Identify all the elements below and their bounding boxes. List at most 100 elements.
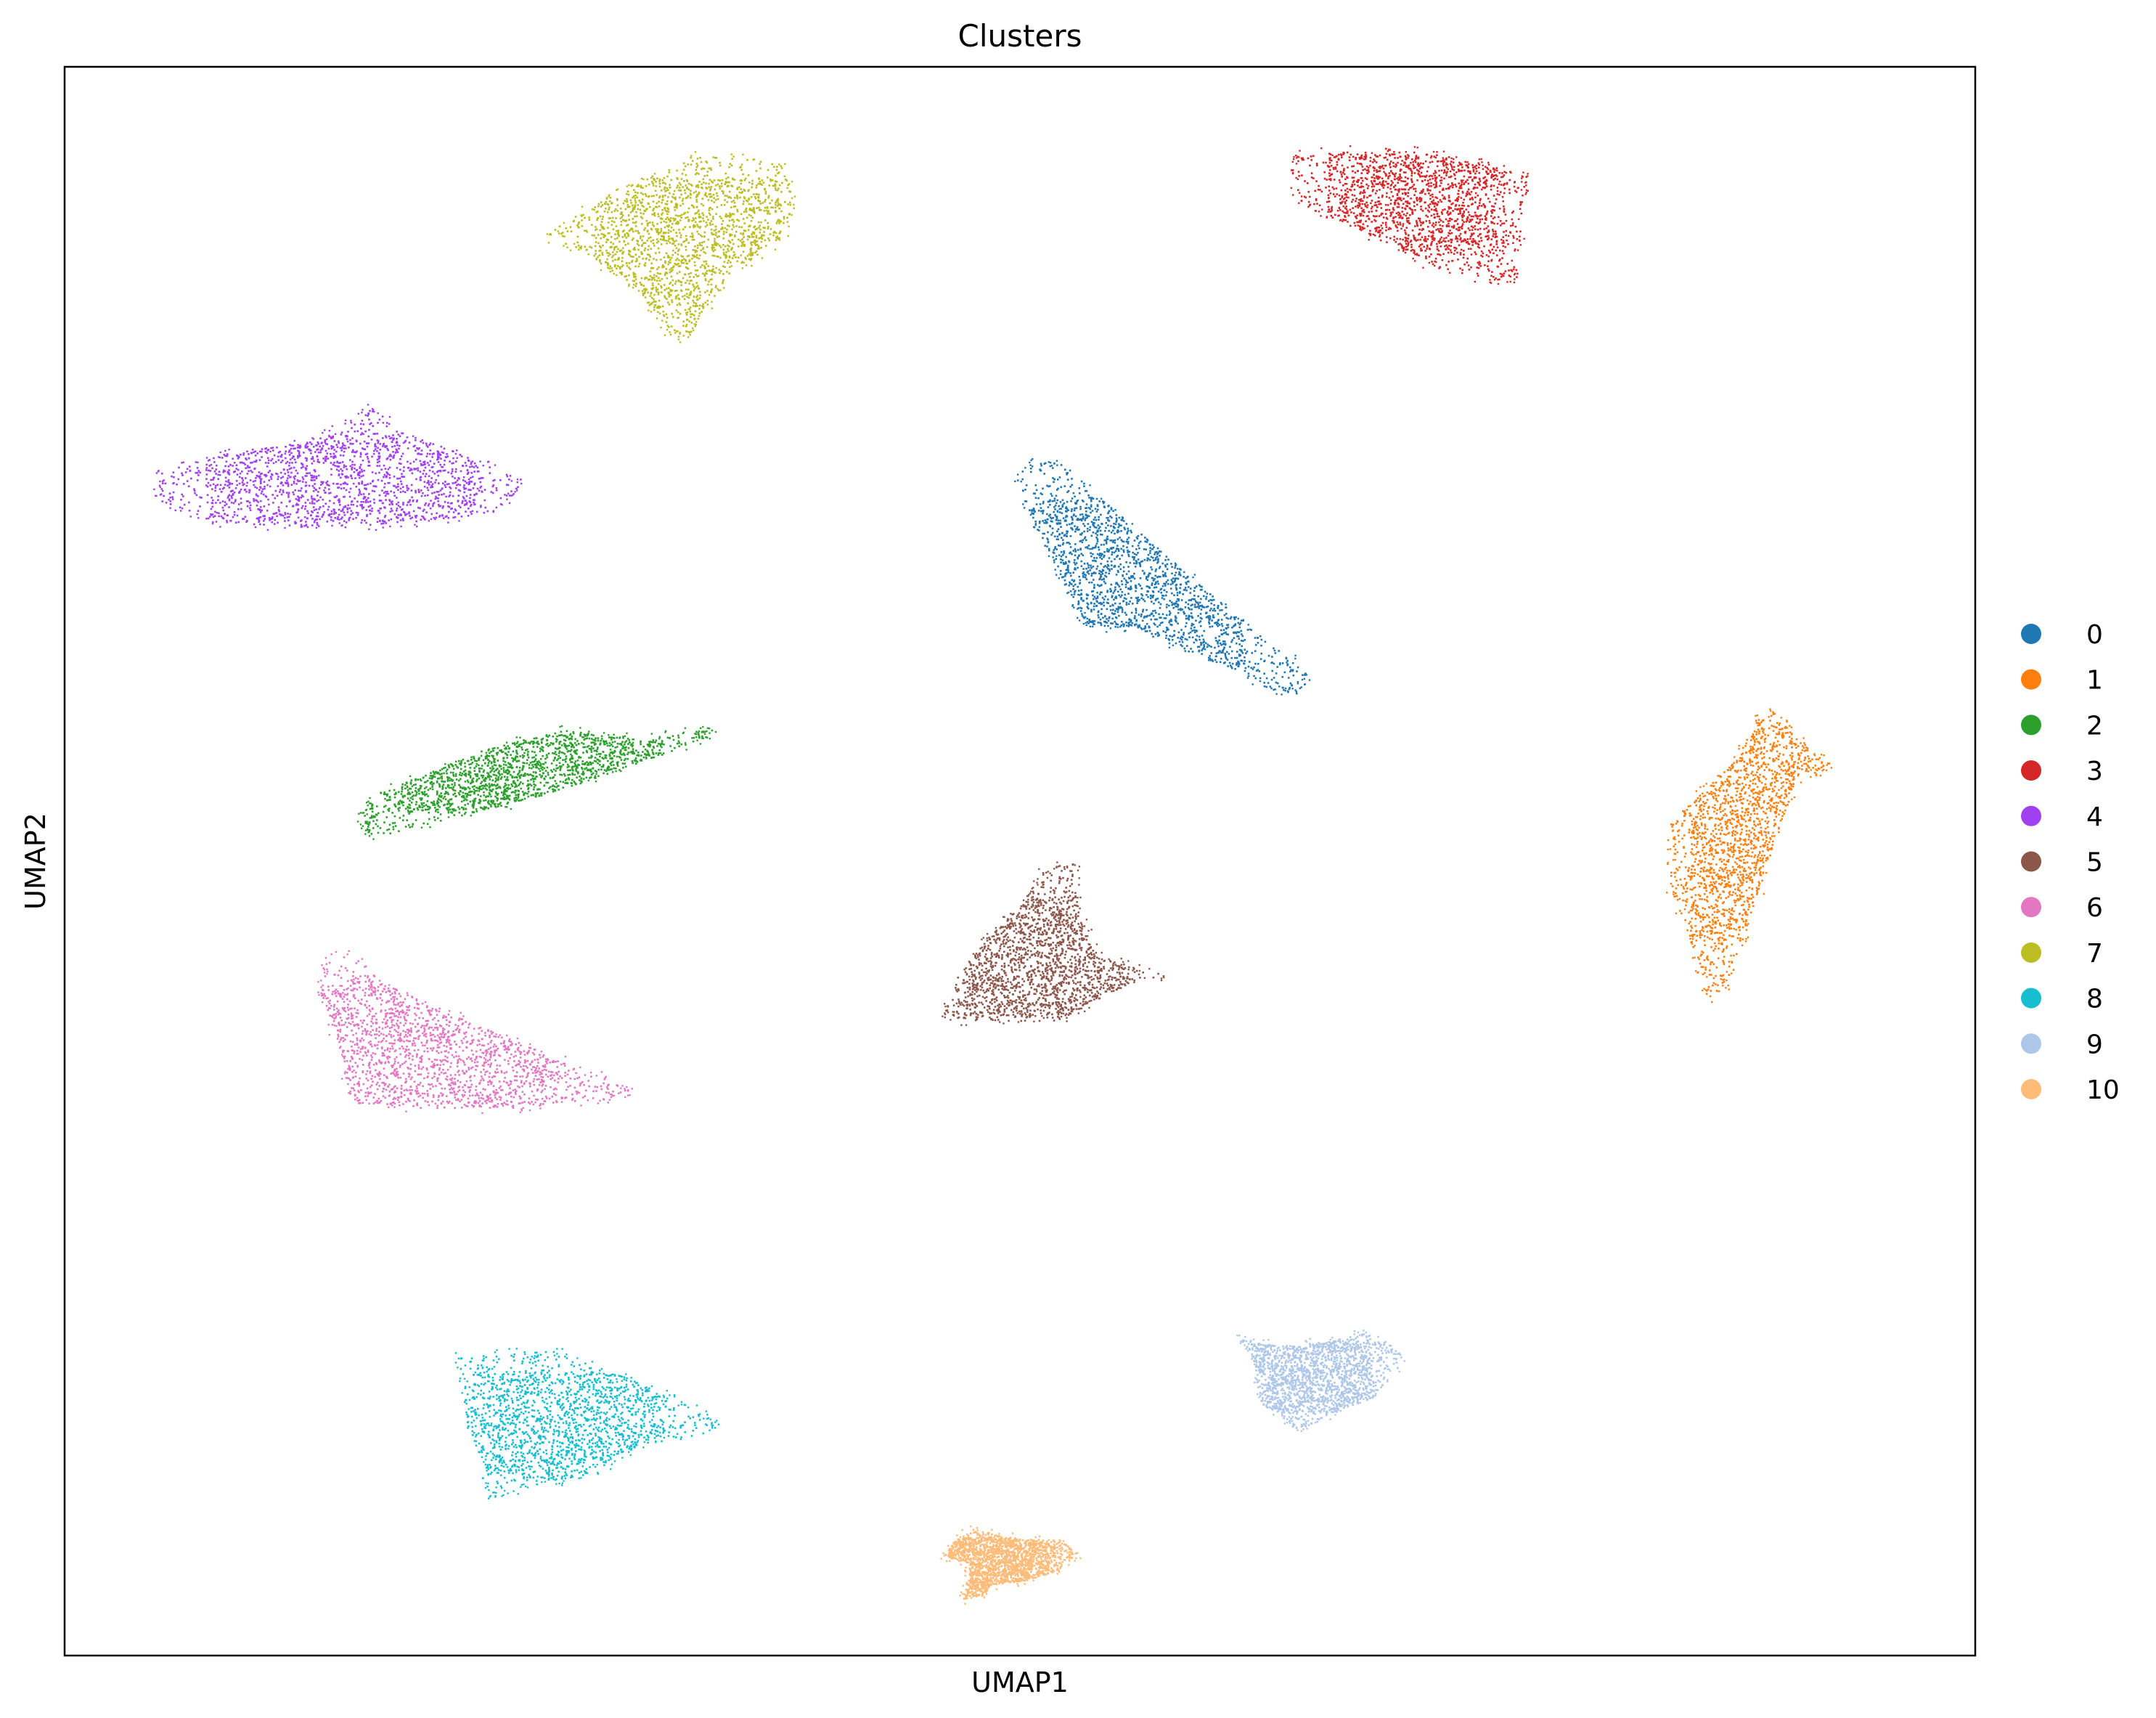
cluster-1-point	[1805, 746, 1808, 749]
cluster-2-point	[608, 753, 611, 756]
cluster-2-point	[480, 782, 482, 785]
cluster-2-point	[515, 752, 518, 754]
cluster-2-point	[515, 755, 518, 757]
cluster-1-point	[1726, 828, 1728, 830]
cluster-1-point	[1686, 900, 1688, 903]
cluster-0-point	[1175, 577, 1178, 579]
cluster-0-point	[1275, 693, 1278, 695]
cluster-0-point	[1231, 662, 1234, 665]
cluster-0-point	[1126, 624, 1128, 627]
cluster-2-point	[636, 760, 639, 763]
cluster-0-point	[1282, 687, 1284, 689]
cluster-1-point	[1784, 789, 1787, 791]
cluster-1-point	[1776, 805, 1778, 807]
cluster-2-point	[447, 807, 450, 809]
cluster-2-point	[506, 802, 509, 805]
cluster-0-point	[1238, 654, 1241, 656]
cluster-1-point	[1753, 756, 1756, 759]
cluster-2-point	[431, 786, 433, 788]
cluster-2-point	[411, 810, 413, 813]
cluster-0-point	[1257, 637, 1259, 639]
cluster-2-point	[586, 761, 588, 763]
cluster-0-point	[1191, 630, 1193, 632]
cluster-0-point	[1222, 640, 1225, 643]
cluster-2-point	[544, 775, 547, 778]
cluster-1-point	[1757, 802, 1760, 805]
cluster-1-point	[1727, 878, 1730, 880]
cluster-1-point	[1749, 813, 1752, 815]
cluster-2-point	[480, 795, 482, 797]
cluster-1-point	[1737, 866, 1739, 868]
cluster-0-point	[1044, 545, 1046, 547]
cluster-0-point	[1127, 553, 1130, 556]
cluster-2-point	[605, 754, 608, 757]
cluster-0-point	[1172, 607, 1175, 609]
cluster-1-point	[1708, 974, 1711, 976]
cluster-1-point	[1683, 878, 1686, 880]
cluster-0-point	[1191, 603, 1193, 606]
cluster-2-point	[478, 764, 480, 767]
cluster-2-point	[500, 776, 503, 778]
cluster-2-point	[499, 802, 502, 804]
cluster-1-point	[1726, 790, 1728, 793]
cluster-0-point	[1107, 517, 1109, 519]
cluster-0-point	[1063, 584, 1066, 586]
cluster-0-point	[1137, 552, 1139, 554]
cluster-0-point	[1273, 649, 1276, 652]
cluster-0-point	[1249, 628, 1251, 631]
cluster-1-point	[1702, 907, 1704, 909]
cluster-0-point	[1246, 629, 1249, 631]
cluster-1-point	[1759, 872, 1761, 874]
cluster-0-point	[1233, 637, 1236, 639]
cluster-0-point	[1067, 542, 1070, 544]
cluster-1-point	[1718, 824, 1720, 826]
cluster-2-point	[555, 786, 558, 789]
cluster-2-point	[560, 730, 563, 733]
cluster-0-point	[1144, 627, 1147, 629]
cluster-1-point	[1756, 813, 1759, 815]
cluster-2-point	[388, 828, 391, 831]
cluster-0-point	[1069, 542, 1071, 545]
cluster-1-point	[1719, 807, 1721, 810]
cluster-1-point	[1699, 806, 1701, 809]
cluster-1-point	[1757, 854, 1760, 856]
cluster-0-point	[1083, 482, 1085, 485]
cluster-0-point	[1230, 640, 1233, 643]
cluster-2-point	[599, 744, 601, 746]
cluster-0-point	[1241, 659, 1244, 662]
cluster-1-point	[1813, 754, 1816, 757]
cluster-1-point	[1768, 788, 1771, 790]
cluster-0-point	[1103, 501, 1106, 503]
cluster-2-point	[502, 767, 505, 769]
cluster-0-point	[1077, 585, 1079, 588]
cluster-2-point	[487, 795, 489, 797]
cluster-0-point	[1103, 555, 1105, 558]
cluster-1-point	[1699, 799, 1702, 801]
cluster-2-point	[418, 805, 420, 807]
cluster-1-point	[1697, 914, 1700, 916]
cluster-0-point	[1088, 497, 1090, 499]
cluster-2-point	[658, 749, 661, 752]
cluster-1-point	[1706, 955, 1709, 958]
cluster-2-point	[506, 757, 508, 759]
cluster-1-point	[1771, 777, 1773, 780]
cluster-0-point	[1198, 584, 1201, 586]
cluster-0-point	[1181, 645, 1183, 648]
cluster-0-point	[1141, 560, 1144, 563]
cluster-1-point	[1773, 786, 1776, 788]
cluster-2-point	[556, 735, 558, 738]
cluster-1-point	[1726, 971, 1728, 973]
cluster-1-point	[1752, 782, 1755, 785]
cluster-0-point	[1208, 600, 1210, 602]
cluster-2-point	[556, 748, 558, 750]
cluster-1-point	[1787, 778, 1789, 781]
cluster-1-point	[1773, 819, 1776, 821]
cluster-0-point	[1103, 620, 1106, 623]
cluster-2-point	[470, 759, 473, 761]
cluster-0-point	[1279, 662, 1281, 664]
cluster-0-point	[1180, 608, 1182, 611]
cluster-2-point	[645, 754, 648, 757]
cluster-0-point	[1161, 613, 1164, 616]
cluster-0-point	[1223, 646, 1225, 648]
cluster-0-point	[1278, 650, 1280, 652]
